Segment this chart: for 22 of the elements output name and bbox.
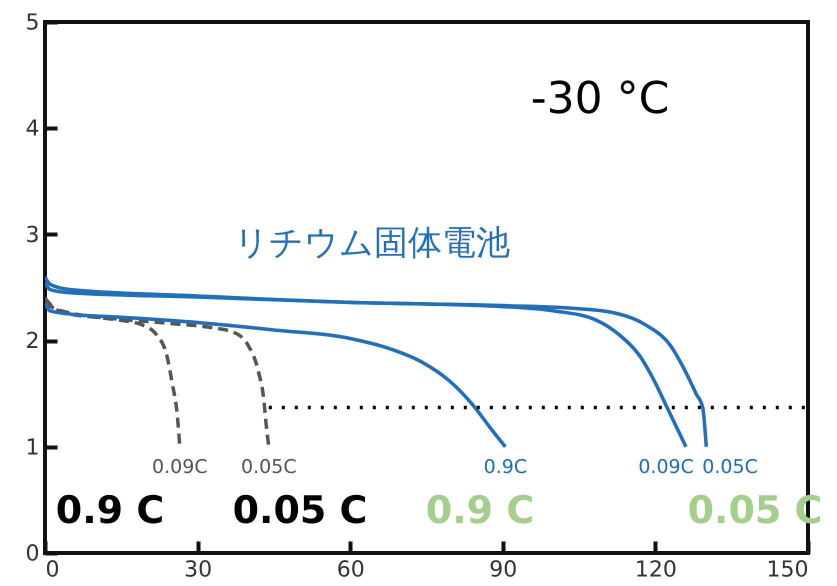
x-tick-label: 120 (634, 558, 677, 582)
series-label: 0.09C (152, 456, 208, 478)
series-label: 0.05C (241, 456, 297, 478)
y-tick-label: 2 (26, 329, 40, 354)
y-tick-label: 0 (26, 542, 40, 566)
y-tick-label: 4 (26, 116, 40, 142)
y-tick-label: 3 (26, 222, 40, 248)
annotation: 0.05 C (232, 488, 368, 532)
x-tick-label: 150 (766, 558, 808, 582)
x-tick-label: 60 (336, 558, 365, 582)
annotation: -30 °C (530, 73, 670, 124)
x-tick-label: 0 (46, 558, 60, 582)
series-label: 0.9C (484, 456, 528, 478)
x-tick-label: 90 (489, 558, 518, 582)
series-label: 0.09C (638, 456, 694, 478)
series-label: 0.05C (702, 456, 758, 478)
annotation: 0.9 C (426, 488, 534, 532)
y-tick-label: 5 (26, 10, 40, 36)
y-tick-label: 1 (26, 435, 40, 460)
annotation: リチウム固体電池 (234, 223, 510, 263)
annotation: 0.9 C (56, 488, 164, 532)
x-tick-label: 30 (184, 558, 212, 582)
